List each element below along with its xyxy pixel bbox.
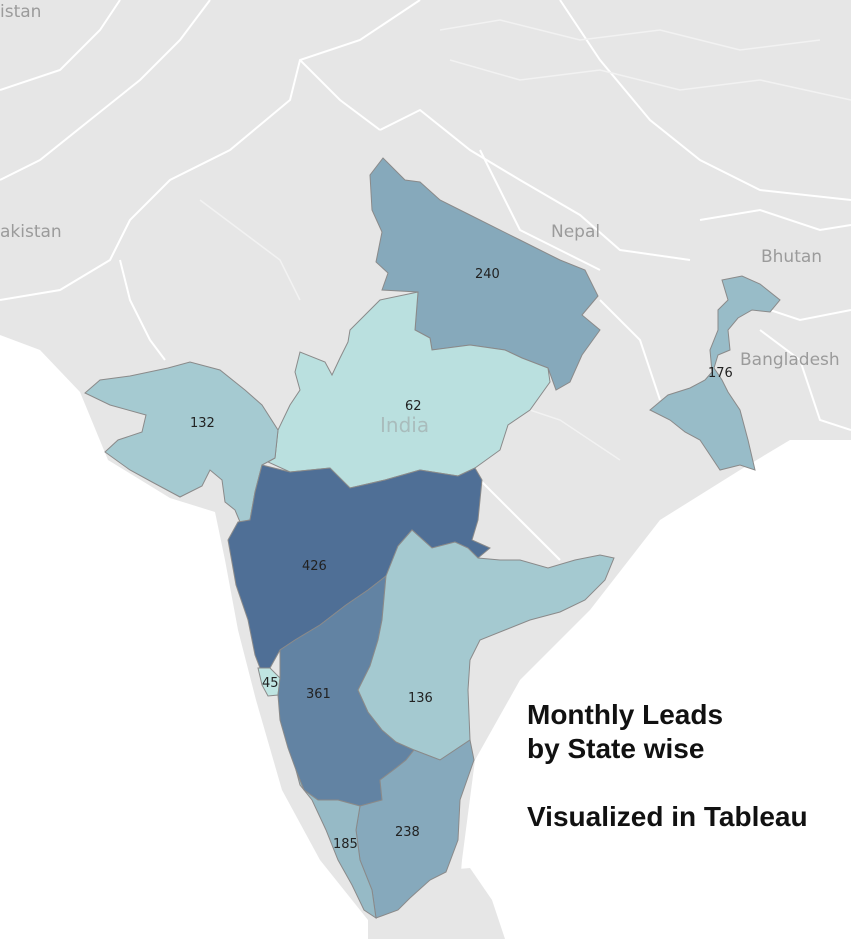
- bay-of-bengal: [455, 440, 851, 939]
- state-andhra-pradesh[interactable]: [357, 529, 615, 761]
- caption-spacer: [527, 766, 808, 800]
- label-bangladesh: Bangladesh: [740, 350, 840, 370]
- label-bhutan: Bhutan: [761, 247, 822, 267]
- value-uttar-pradesh: 240: [475, 267, 500, 282]
- label-nepal: Nepal: [551, 222, 600, 242]
- state-tamil-nadu[interactable]: [355, 739, 475, 919]
- caption-line-1: Monthly Leads: [527, 699, 724, 730]
- value-gujarat: 132: [190, 416, 215, 431]
- caption-line-2: by State wise: [527, 733, 705, 764]
- value-goa: 45: [262, 676, 279, 691]
- label-pakistan-top: istan: [0, 2, 41, 22]
- states: [84, 157, 781, 920]
- value-kerala: 185: [333, 837, 358, 852]
- value-maharashtra: 426: [302, 559, 327, 574]
- arabian-sea: [0, 335, 368, 939]
- state-west-bengal[interactable]: [649, 275, 781, 471]
- value-andhra-pradesh: 136: [408, 691, 433, 706]
- value-madhya-pradesh: 62: [405, 399, 422, 414]
- map-caption: Monthly Leads by State wise Visualized i…: [527, 698, 808, 834]
- caption-line-3: Visualized in Tableau: [527, 801, 808, 832]
- sri-lanka: [442, 868, 505, 939]
- label-india: India: [380, 413, 429, 437]
- value-west-bengal: 176: [708, 366, 733, 381]
- label-pakistan: akistan: [0, 222, 62, 242]
- state-gujarat[interactable]: [84, 361, 279, 523]
- value-karnataka: 361: [306, 687, 331, 702]
- state-kerala[interactable]: [295, 769, 377, 920]
- value-tamil-nadu: 238: [395, 825, 420, 840]
